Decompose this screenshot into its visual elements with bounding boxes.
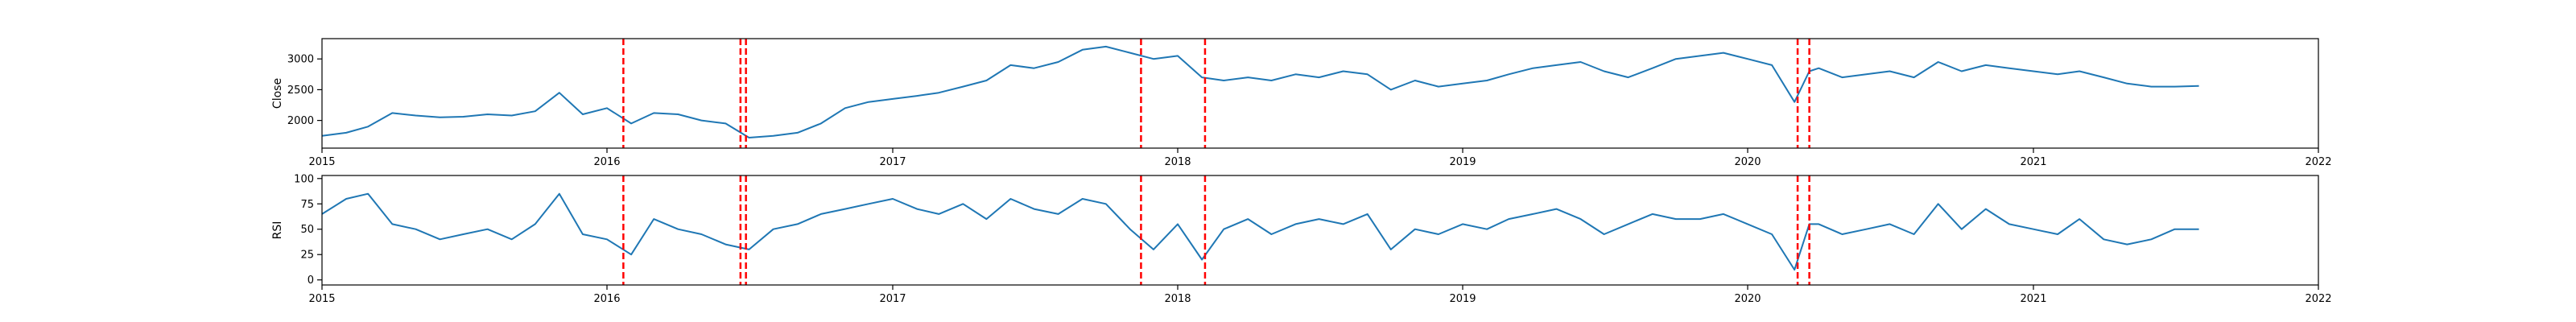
- x-tick-label: 2015: [308, 156, 335, 168]
- x-tick-label: 2019: [1449, 156, 1476, 168]
- y-tick-label: 3000: [287, 54, 314, 66]
- x-tick-label: 2019: [1449, 293, 1476, 305]
- x-tick-label: 2018: [1164, 156, 1191, 168]
- y-tick-label: 2500: [287, 85, 314, 97]
- x-tick-label: 2016: [593, 156, 620, 168]
- axes-frame: [321, 175, 2319, 286]
- series-line-0: [321, 45, 2199, 138]
- x-tick-label: 2020: [1734, 156, 1761, 168]
- series-line-0: [321, 192, 2199, 271]
- x-tick-label: 2016: [593, 293, 620, 305]
- y-axis-label: RSI: [271, 221, 284, 240]
- y-tick-label: 50: [300, 224, 314, 236]
- x-tick-label: 2022: [2305, 156, 2331, 168]
- y-axis-label: Close: [271, 78, 284, 109]
- x-tick-label: 2021: [2020, 156, 2046, 168]
- x-tick-label: 2021: [2020, 293, 2046, 305]
- x-tick-label: 2017: [879, 293, 906, 305]
- y-tick-label: 2000: [287, 115, 314, 127]
- y-tick-label: 0: [308, 275, 314, 287]
- x-tick-label: 2020: [1734, 293, 1761, 305]
- x-tick-label: 2018: [1164, 293, 1191, 305]
- y-tick-label: 25: [300, 250, 314, 262]
- y-tick-label: 100: [294, 173, 314, 185]
- x-tick-label: 2017: [879, 156, 906, 168]
- rsi-subplot: 2015 2016 2017 2018 2019 2020 2021 2022 0 25 50 75 1…: [271, 173, 2332, 305]
- y-tick-label: 75: [300, 199, 314, 211]
- axes-frame: [321, 38, 2319, 149]
- close-price-subplot: 2015 2016 2017 2018 2019 2020 2021 2022 2000 2500…: [271, 38, 2332, 168]
- x-tick-label: 2015: [308, 293, 335, 305]
- x-tick-label: 2022: [2305, 293, 2331, 305]
